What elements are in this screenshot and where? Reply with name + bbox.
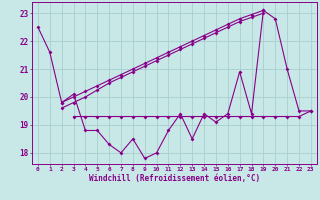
X-axis label: Windchill (Refroidissement éolien,°C): Windchill (Refroidissement éolien,°C) (89, 174, 260, 183)
